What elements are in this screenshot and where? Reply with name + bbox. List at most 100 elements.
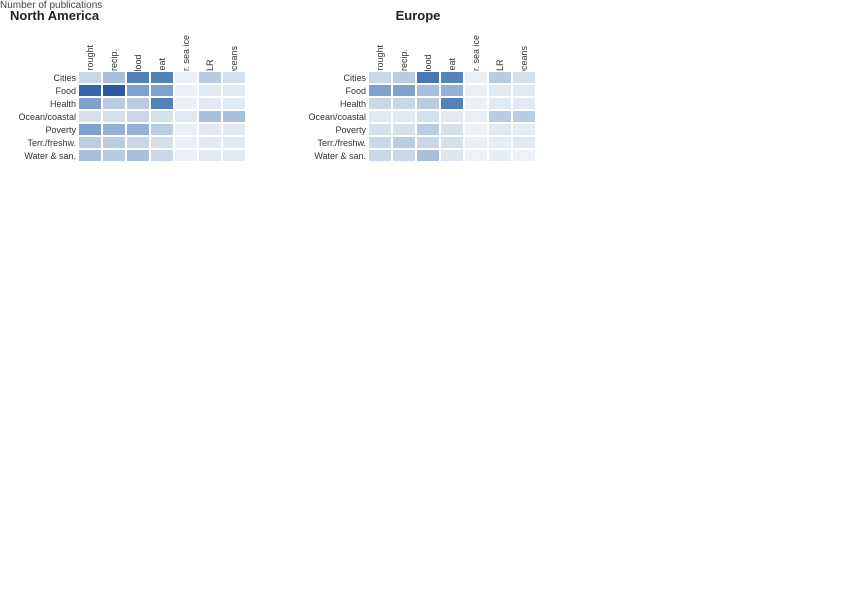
row-label: Ocean/coastal <box>300 110 368 123</box>
row-label: Cities <box>300 71 368 84</box>
heatmap-cell <box>198 136 222 149</box>
heatmap-cell <box>102 110 126 123</box>
heatmap-cell <box>368 149 392 162</box>
heatmap-cell <box>440 97 464 110</box>
heatmap-cell <box>102 123 126 136</box>
heatmap-cell <box>78 84 102 97</box>
heatmap-cell <box>222 97 246 110</box>
heatmap-cell <box>126 97 150 110</box>
heatmap-cell <box>512 149 536 162</box>
heatmap-cell <box>392 110 416 123</box>
heatmap-cell <box>198 149 222 162</box>
heatmap-cell <box>512 136 536 149</box>
heatmap-cell <box>198 123 222 136</box>
panel-title-eu: Europe <box>300 8 536 23</box>
panel-eu: Europe DroughtPrecip.FloodHeatAr. sea ice… <box>300 8 536 162</box>
heatmap-cell <box>368 123 392 136</box>
heatmap-cell <box>198 71 222 84</box>
heatmap-cell <box>78 97 102 110</box>
heatmap-cell <box>392 136 416 149</box>
heatmap-cell <box>150 71 174 84</box>
row-label: Poverty <box>10 123 78 136</box>
heatmap-cell <box>102 136 126 149</box>
heatmap-cell <box>174 84 198 97</box>
heatmap-cell <box>102 97 126 110</box>
heatmap-cell <box>368 84 392 97</box>
row-label: Cities <box>10 71 78 84</box>
heatmap-cell <box>174 71 198 84</box>
heatmap-cell <box>488 123 512 136</box>
heatmap-cell <box>392 84 416 97</box>
heatmap-eu: DroughtPrecip.FloodHeatAr. sea iceSLROce… <box>300 27 536 162</box>
heatmap-cell <box>416 84 440 97</box>
heatmap-cell <box>488 97 512 110</box>
heatmap-cell <box>416 97 440 110</box>
heatmap-cell <box>126 149 150 162</box>
heatmap-cell <box>392 71 416 84</box>
heatmap-cell <box>440 110 464 123</box>
row-label: Water & san. <box>10 149 78 162</box>
heatmap-cell <box>440 71 464 84</box>
row-label: Food <box>10 84 78 97</box>
heatmap-cell <box>198 84 222 97</box>
heatmap-cell <box>222 110 246 123</box>
heatmap-cell <box>174 149 198 162</box>
heatmap-cell <box>174 97 198 110</box>
heatmap-cell <box>126 123 150 136</box>
heatmap-cell <box>78 149 102 162</box>
heatmap-cell <box>150 136 174 149</box>
heatmap-cell <box>150 123 174 136</box>
row-label: Terr./freshw. <box>300 136 368 149</box>
heatmap-cell <box>416 149 440 162</box>
heatmap-cell <box>440 84 464 97</box>
heatmap-cell <box>222 136 246 149</box>
panel-na: North AmericaDroughtPrecip.FloodHeatAr. … <box>10 8 246 162</box>
heatmap-cell <box>440 123 464 136</box>
row-label: Food <box>300 84 368 97</box>
heatmap-cell <box>198 110 222 123</box>
heatmap-cell <box>102 84 126 97</box>
heatmap-cell <box>126 71 150 84</box>
row-label: Health <box>10 97 78 110</box>
heatmap-cell <box>512 71 536 84</box>
heatmap-cell <box>78 71 102 84</box>
heatmap-cell <box>512 97 536 110</box>
panel-title-na: North America <box>10 8 246 23</box>
heatmap-cell <box>488 71 512 84</box>
heatmap-cell <box>512 84 536 97</box>
heatmap-cell <box>368 136 392 149</box>
row-label: Health <box>300 97 368 110</box>
heatmap-cell <box>464 110 488 123</box>
heatmap-cell <box>78 123 102 136</box>
heatmap-cell <box>150 97 174 110</box>
heatmap-cell <box>198 97 222 110</box>
heatmap-cell <box>126 136 150 149</box>
heatmap-cell <box>488 149 512 162</box>
heatmap-cell <box>102 71 126 84</box>
heatmap-cell <box>150 149 174 162</box>
row-label: Water & san. <box>300 149 368 162</box>
heatmap-cell <box>174 136 198 149</box>
heatmap-cell <box>464 136 488 149</box>
heatmap-cell <box>416 123 440 136</box>
heatmap-cell <box>174 123 198 136</box>
heatmap-cell <box>126 84 150 97</box>
heatmap-cell <box>392 149 416 162</box>
heatmap-cell <box>174 110 198 123</box>
heatmap-cell <box>416 71 440 84</box>
heatmap-cell <box>368 110 392 123</box>
heatmap-cell <box>464 149 488 162</box>
heatmap-cell <box>440 149 464 162</box>
heatmap-cell <box>222 84 246 97</box>
heatmap-cell <box>440 136 464 149</box>
heatmap-cell <box>416 136 440 149</box>
heatmap-cell <box>392 97 416 110</box>
heatmap-cell <box>222 149 246 162</box>
heatmap-cell <box>392 123 416 136</box>
heatmap-cell <box>488 110 512 123</box>
heatmap-cell <box>488 136 512 149</box>
row-label: Ocean/coastal <box>10 110 78 123</box>
row-label: Terr./freshw. <box>10 136 78 149</box>
heatmap-cell <box>512 123 536 136</box>
heatmap-cell <box>222 123 246 136</box>
